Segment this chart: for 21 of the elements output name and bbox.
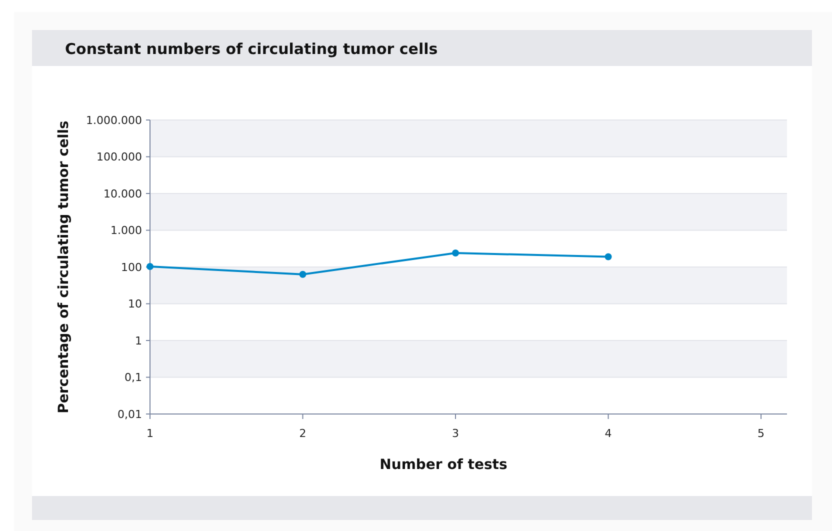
y-tick-label: 10	[128, 298, 142, 311]
point	[604, 253, 612, 260]
x-tick-label: 5	[758, 427, 765, 440]
y-tick-label: 0,1	[124, 371, 142, 384]
x-tick-label: 4	[604, 427, 612, 440]
point	[299, 270, 306, 278]
chart-title: Constant numbers of circulating tumor cells	[65, 40, 438, 58]
y-tick-label: 1.000	[110, 224, 142, 238]
x-tick-label: 3	[452, 427, 460, 440]
y-tick-label: 100.000	[96, 150, 142, 164]
y-tick-label: 10.000	[104, 187, 142, 200]
point	[146, 263, 154, 270]
x-tick-label: 2	[299, 427, 306, 440]
y-tick-label: 0,01	[118, 408, 142, 421]
y-axis-title: Percentage of circulating tumor cells	[56, 120, 72, 414]
y-tick-label: 100	[121, 260, 142, 274]
point	[452, 250, 460, 257]
y-tick-label: 1.000.000	[86, 114, 142, 127]
x-axis-title: Number of tests	[380, 457, 508, 473]
y-tick-label: 1	[135, 334, 142, 348]
x-tick-label: 1	[146, 427, 154, 440]
